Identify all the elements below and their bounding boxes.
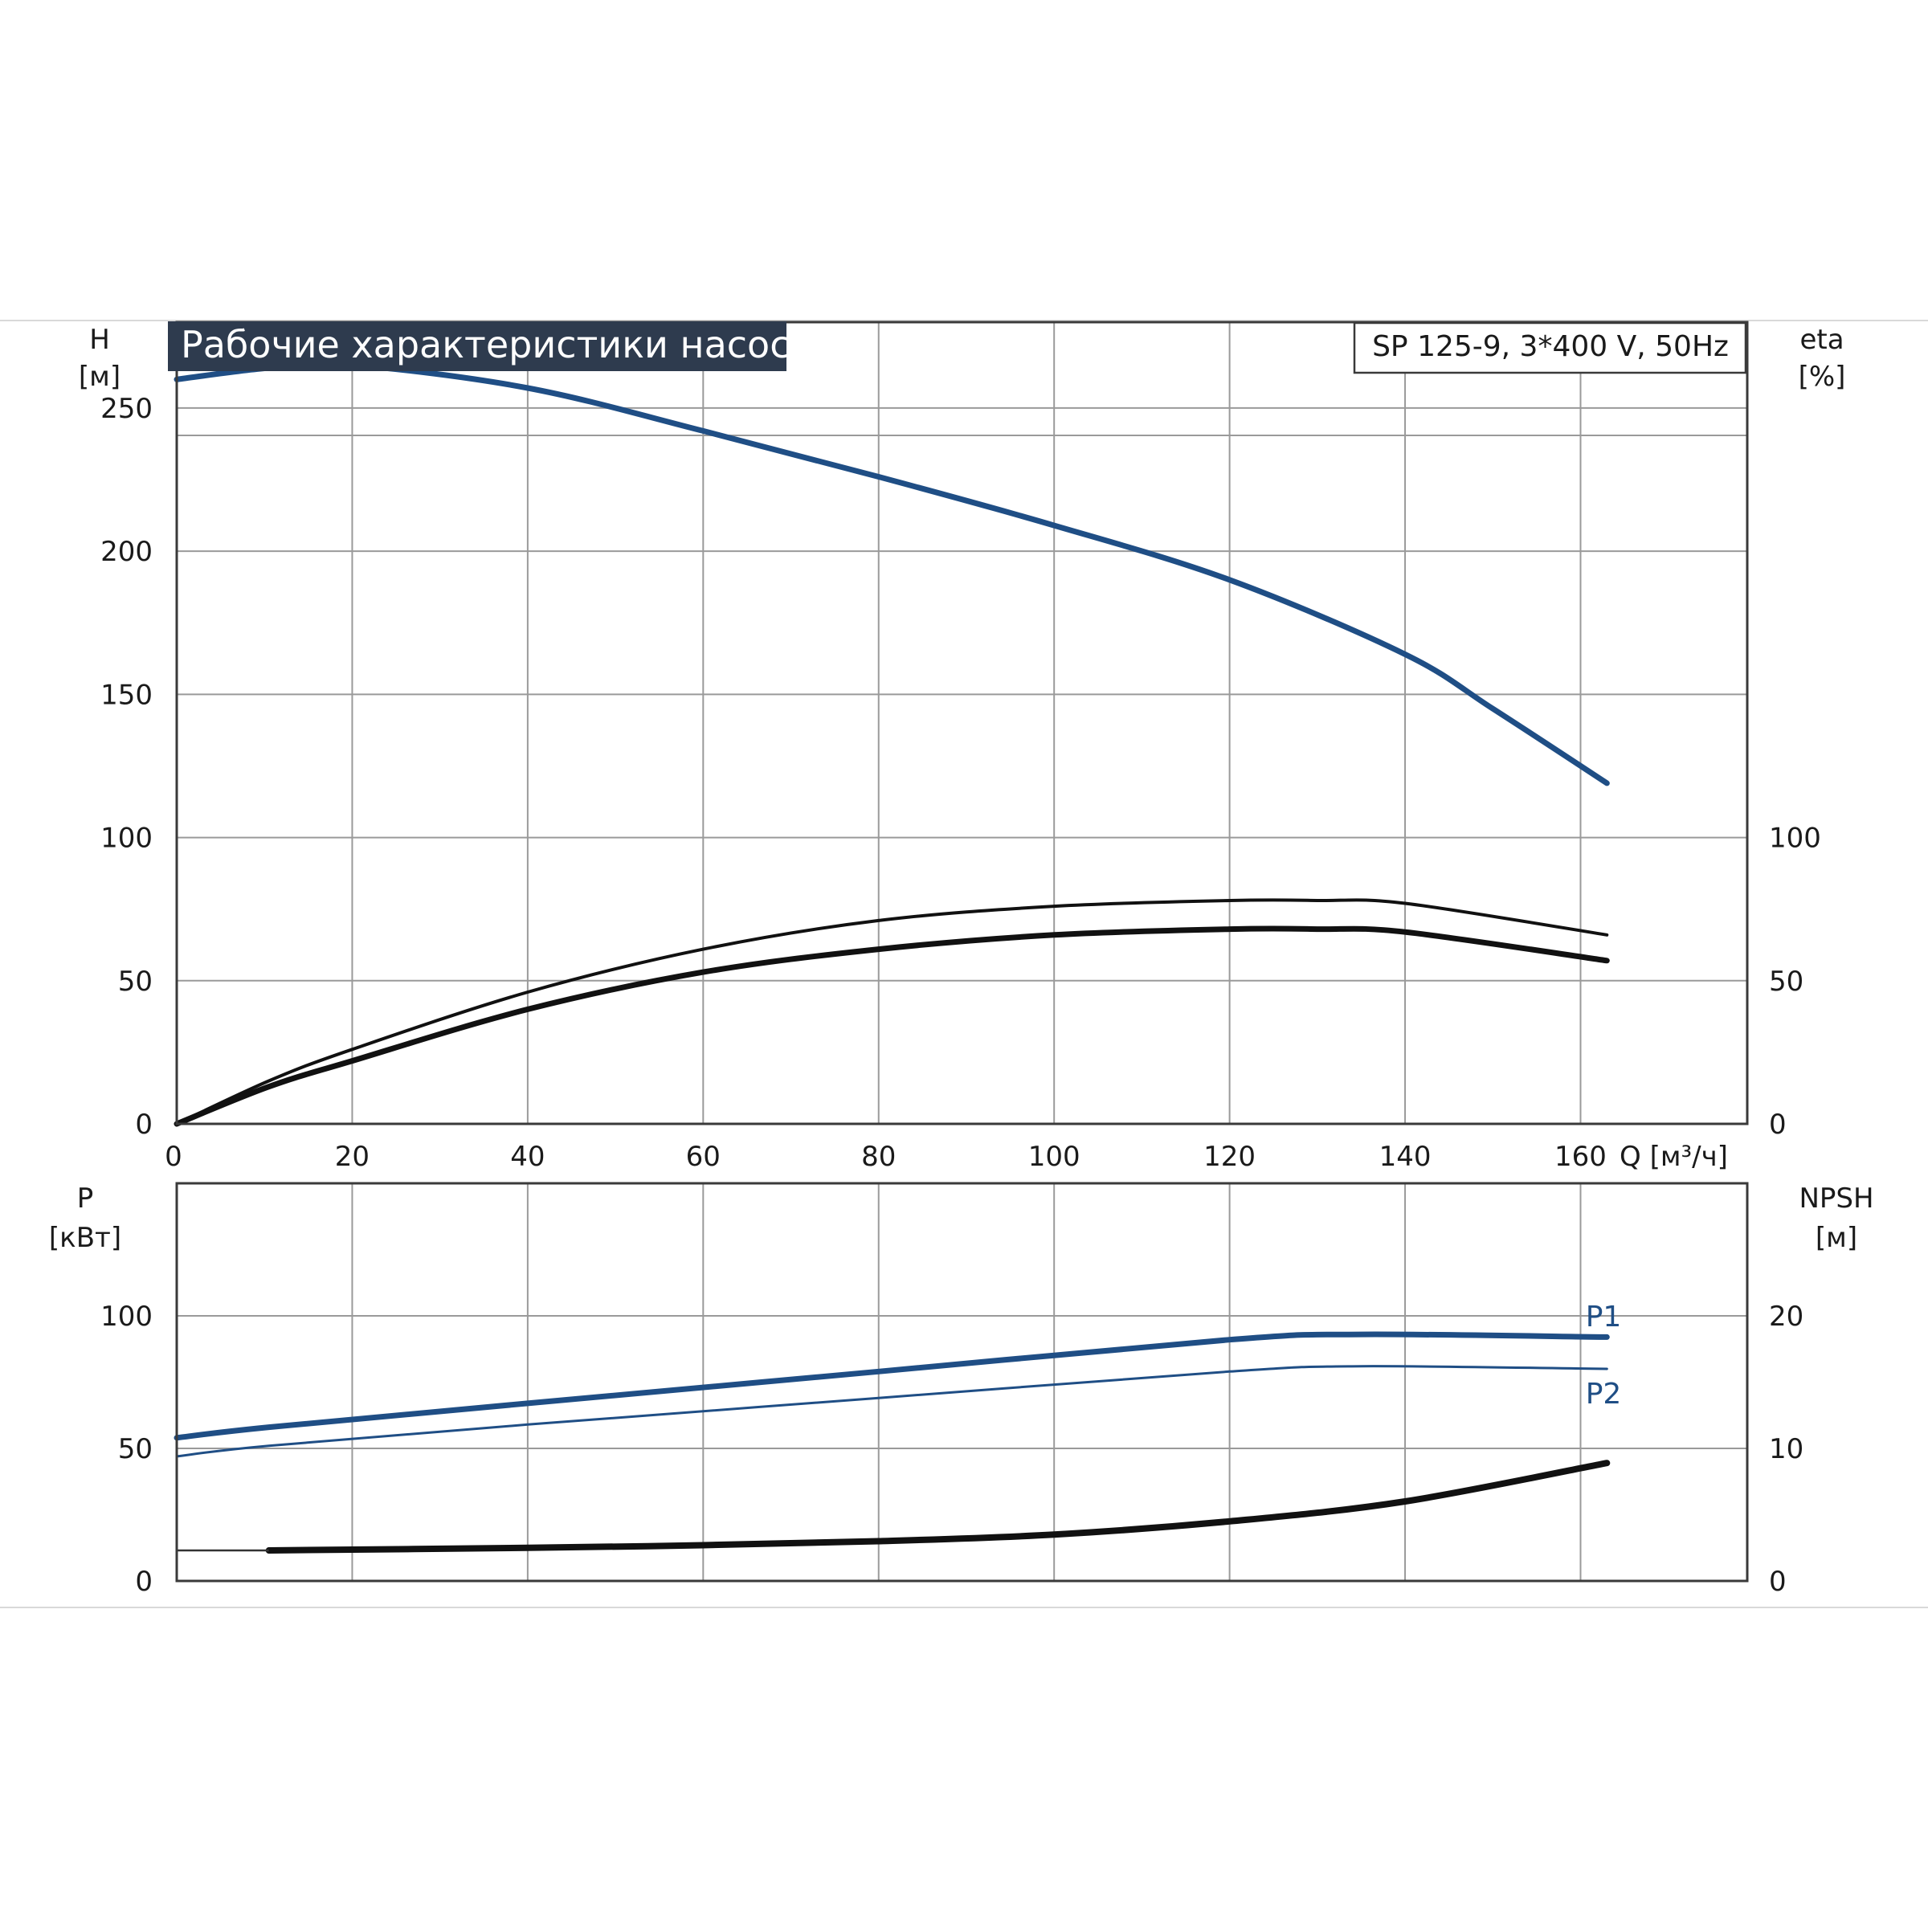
series-label-p1: P1 — [1586, 1301, 1622, 1334]
x-tick-label-60: 60 — [686, 1141, 721, 1173]
eta-axis-label: eta — [1799, 324, 1844, 356]
eta-tick-label-50: 50 — [1769, 966, 1803, 998]
q-axis-label: Q [м³/ч] — [1620, 1141, 1728, 1173]
eta-pump-curve — [174, 925, 1610, 1127]
npsh-axis-unit: [м] — [1816, 1222, 1857, 1254]
chart-title: Рабочие характеристики насоса — [181, 323, 813, 366]
eta-tick-label-100: 100 — [1769, 823, 1821, 855]
p2-curve — [175, 1365, 1608, 1458]
h-tick-label-200: 200 — [100, 536, 153, 568]
model-label: SP 125-9, 3*400 V, 50Hz — [1372, 330, 1729, 363]
npsh-tick-label-20: 20 — [1769, 1301, 1803, 1333]
x-tick-label-0: 0 — [165, 1141, 182, 1173]
p-tick-label-100: 100 — [100, 1301, 153, 1333]
top-plot-frame — [175, 321, 1749, 1125]
npsh-axis-label: NPSH — [1799, 1182, 1873, 1215]
eta-axis-unit: [%] — [1799, 361, 1846, 393]
top-curves — [174, 361, 1610, 1127]
x-tick-label-140: 140 — [1379, 1141, 1432, 1173]
top-grid — [177, 322, 1747, 1124]
h-axis-unit: [м] — [79, 361, 120, 393]
bottom-curves — [174, 1331, 1611, 1554]
model-box — [1353, 321, 1747, 374]
npsh-curve — [265, 1460, 1611, 1554]
h-tick-label-0: 0 — [135, 1109, 153, 1141]
x-tick-label-20: 20 — [335, 1141, 370, 1173]
p1-curve — [174, 1331, 1610, 1441]
h-tick-label-50: 50 — [118, 966, 153, 998]
npsh-tick-label-10: 10 — [1769, 1433, 1803, 1465]
x-tick-label-100: 100 — [1028, 1141, 1080, 1173]
head-curve — [174, 361, 1610, 786]
top-tick-labels: 0 20 40 60 80 100 120 140 160 0 50 100 150 200 250 0 50 1… — [100, 393, 1821, 1173]
p-tick-label-0: 0 — [135, 1566, 153, 1598]
x-tick-label-160: 160 — [1554, 1141, 1607, 1173]
x-tick-label-120: 120 — [1203, 1141, 1256, 1173]
title-badge-bg — [168, 321, 786, 371]
npsh-tick-label-0: 0 — [1769, 1566, 1787, 1598]
h-tick-label-100: 100 — [100, 823, 153, 855]
p-tick-label-50: 50 — [118, 1433, 153, 1465]
series-label-p2: P2 — [1586, 1378, 1622, 1411]
bottom-tick-labels: 0 50 100 0 10 20 — [100, 1301, 1803, 1598]
p-axis-label: P — [77, 1182, 94, 1215]
bottom-grid — [177, 1183, 1747, 1581]
eta-total-curve — [175, 898, 1609, 1125]
eta-tick-label-0: 0 — [1769, 1109, 1787, 1141]
bottom-plot-frame — [175, 1182, 1749, 1583]
h-tick-label-150: 150 — [100, 679, 153, 711]
p-axis-unit: [кВт] — [49, 1222, 121, 1254]
x-tick-label-80: 80 — [861, 1141, 896, 1173]
h-tick-label-250: 250 — [100, 393, 153, 425]
h-axis-label: H — [89, 324, 110, 356]
x-tick-label-40: 40 — [510, 1141, 545, 1173]
